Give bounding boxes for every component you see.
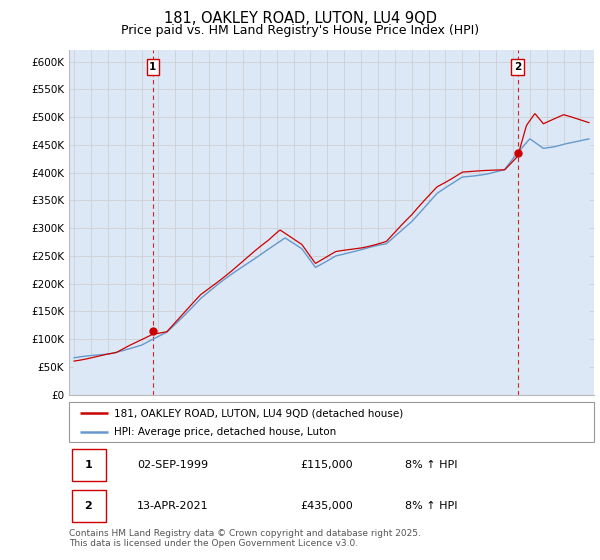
- Text: 1: 1: [85, 460, 92, 470]
- Text: 02-SEP-1999: 02-SEP-1999: [137, 460, 208, 470]
- Text: Price paid vs. HM Land Registry's House Price Index (HPI): Price paid vs. HM Land Registry's House …: [121, 24, 479, 36]
- Text: 13-APR-2021: 13-APR-2021: [137, 501, 209, 511]
- Text: 8% ↑ HPI: 8% ↑ HPI: [405, 501, 458, 511]
- Text: £435,000: £435,000: [300, 501, 353, 511]
- FancyBboxPatch shape: [69, 402, 594, 442]
- Text: Contains HM Land Registry data © Crown copyright and database right 2025.
This d: Contains HM Land Registry data © Crown c…: [69, 529, 421, 548]
- Text: £115,000: £115,000: [300, 460, 353, 470]
- Text: 2: 2: [514, 62, 521, 72]
- Text: 1: 1: [149, 62, 157, 72]
- FancyBboxPatch shape: [71, 449, 106, 482]
- Text: 181, OAKLEY ROAD, LUTON, LU4 9QD (detached house): 181, OAKLEY ROAD, LUTON, LU4 9QD (detach…: [113, 408, 403, 418]
- Text: 181, OAKLEY ROAD, LUTON, LU4 9QD: 181, OAKLEY ROAD, LUTON, LU4 9QD: [163, 11, 437, 26]
- Text: HPI: Average price, detached house, Luton: HPI: Average price, detached house, Luto…: [113, 427, 336, 437]
- Text: 2: 2: [85, 501, 92, 511]
- Text: 8% ↑ HPI: 8% ↑ HPI: [405, 460, 458, 470]
- FancyBboxPatch shape: [71, 489, 106, 522]
